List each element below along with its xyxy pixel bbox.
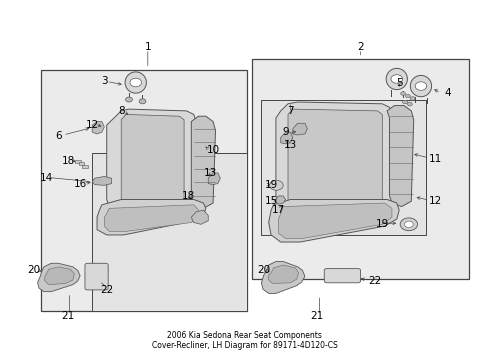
Text: 5: 5 bbox=[395, 77, 402, 87]
Polygon shape bbox=[97, 199, 205, 235]
Text: 2006 Kia Sedona Rear Seat Components
Cover-Recliner, LH Diagram for 89171-4D120-: 2006 Kia Sedona Rear Seat Components Cov… bbox=[151, 331, 337, 350]
Text: 2: 2 bbox=[356, 42, 363, 52]
Polygon shape bbox=[386, 68, 407, 90]
Text: 19: 19 bbox=[264, 180, 277, 190]
Circle shape bbox=[400, 92, 405, 95]
Bar bbox=[251, 59, 468, 279]
Text: 10: 10 bbox=[206, 145, 219, 155]
Circle shape bbox=[390, 75, 402, 83]
Text: 15: 15 bbox=[264, 196, 277, 206]
Text: 22: 22 bbox=[367, 276, 381, 286]
Polygon shape bbox=[92, 176, 111, 185]
Text: 7: 7 bbox=[286, 106, 293, 116]
Polygon shape bbox=[292, 123, 307, 135]
Polygon shape bbox=[386, 105, 413, 207]
Polygon shape bbox=[38, 263, 80, 292]
Text: 8: 8 bbox=[118, 106, 124, 116]
Polygon shape bbox=[261, 261, 305, 293]
Polygon shape bbox=[104, 205, 198, 231]
Text: 12: 12 bbox=[85, 120, 99, 130]
Circle shape bbox=[405, 94, 409, 98]
Polygon shape bbox=[268, 199, 398, 242]
Polygon shape bbox=[287, 109, 382, 205]
Circle shape bbox=[414, 82, 426, 90]
Circle shape bbox=[402, 100, 407, 104]
Circle shape bbox=[404, 221, 412, 228]
Text: 12: 12 bbox=[428, 196, 441, 206]
Circle shape bbox=[269, 180, 283, 190]
Text: 14: 14 bbox=[40, 173, 53, 183]
Text: 16: 16 bbox=[73, 179, 86, 189]
Text: 21: 21 bbox=[61, 311, 75, 321]
Text: 18: 18 bbox=[61, 156, 75, 166]
Bar bbox=[41, 70, 246, 311]
Circle shape bbox=[139, 99, 145, 104]
Polygon shape bbox=[208, 173, 220, 185]
Text: 9: 9 bbox=[282, 127, 288, 137]
Polygon shape bbox=[45, 267, 74, 284]
Text: 17: 17 bbox=[271, 205, 285, 215]
Polygon shape bbox=[121, 114, 183, 203]
Circle shape bbox=[399, 218, 417, 231]
Polygon shape bbox=[275, 196, 285, 204]
Circle shape bbox=[407, 102, 411, 106]
FancyBboxPatch shape bbox=[85, 263, 108, 290]
Text: 20: 20 bbox=[257, 265, 270, 275]
Circle shape bbox=[130, 78, 141, 87]
Text: 19: 19 bbox=[375, 219, 388, 229]
Polygon shape bbox=[280, 132, 292, 144]
Polygon shape bbox=[106, 109, 196, 210]
Polygon shape bbox=[191, 116, 215, 208]
Circle shape bbox=[409, 97, 414, 100]
Polygon shape bbox=[409, 76, 431, 97]
Polygon shape bbox=[125, 72, 146, 93]
FancyBboxPatch shape bbox=[324, 269, 360, 283]
Text: 6: 6 bbox=[55, 131, 61, 141]
Bar bbox=[79, 162, 84, 165]
Circle shape bbox=[125, 97, 132, 102]
Text: 3: 3 bbox=[101, 76, 107, 86]
Bar bbox=[82, 165, 88, 168]
Polygon shape bbox=[268, 265, 298, 283]
Bar bbox=[92, 153, 246, 311]
Bar bbox=[261, 100, 425, 235]
Polygon shape bbox=[92, 122, 104, 134]
Text: 1: 1 bbox=[144, 42, 151, 52]
Polygon shape bbox=[275, 102, 393, 210]
Polygon shape bbox=[191, 210, 208, 224]
Polygon shape bbox=[278, 203, 391, 238]
Text: 18: 18 bbox=[182, 191, 195, 201]
Text: 11: 11 bbox=[428, 154, 441, 164]
Text: 22: 22 bbox=[100, 285, 113, 295]
Text: 20: 20 bbox=[28, 265, 41, 275]
Text: 4: 4 bbox=[443, 88, 450, 98]
Bar bbox=[75, 160, 81, 163]
Text: 13: 13 bbox=[203, 168, 217, 178]
Text: 21: 21 bbox=[310, 311, 323, 321]
Text: 13: 13 bbox=[283, 140, 296, 149]
